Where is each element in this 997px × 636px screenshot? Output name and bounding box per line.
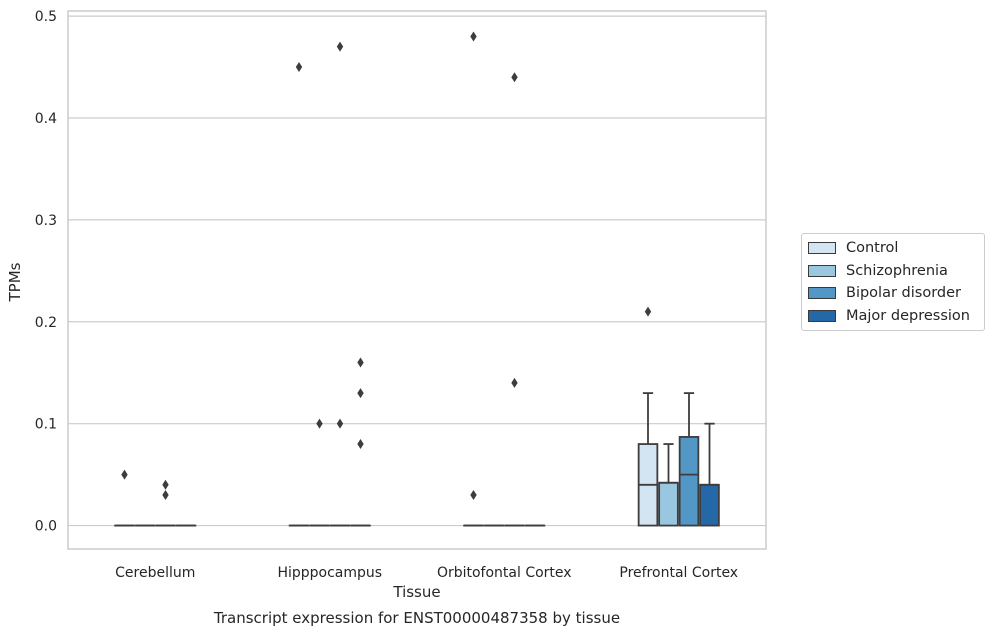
outlier-point [511,377,518,388]
x-axis-title: Tissue [392,583,440,601]
box-control [463,31,484,527]
outlier-point [162,479,169,490]
box-major-depression [699,422,720,527]
box-schizophrenia [309,418,330,527]
x-tick-label: Orbitofontal Cortex [437,565,572,581]
outlier-point [316,418,323,429]
box-plot-area [114,31,720,527]
box-control [637,306,659,527]
outlier-point [336,418,344,429]
outlier-point [121,469,128,480]
legend-label: Major depression [846,307,970,324]
box-major-depression [350,357,371,527]
y-tick-label: 0.2 [35,315,57,331]
box-bipolar-disorder [155,479,176,527]
outlier-point [357,439,364,450]
box-bipolar-disorder [329,41,351,527]
chart-title: Transcript expression for ENST0000048735… [213,609,620,627]
legend-item: Control [802,237,984,260]
legend-item: Schizophrenia [802,260,984,283]
y-tick-label: 0.3 [35,213,57,229]
box [658,481,679,527]
box-control [288,62,310,527]
outlier-point [357,357,364,368]
y-tick-label: 0.1 [35,417,57,433]
gridlines [68,15,766,527]
box [678,436,700,527]
legend-swatch [808,264,836,277]
outlier-point [162,489,169,500]
legend: Control Schizophrenia Bipolar disorder Majo… [801,233,985,331]
y-tick-label: 0.0 [35,519,57,535]
legend-swatch [808,309,836,322]
x-tick-label: Prefrontal Cortex [619,565,738,581]
x-tick-label: Cerebellum [115,565,195,581]
box-schizophrenia [658,443,679,527]
legend-item: Bipolar disorder [802,282,984,305]
y-axis-ticks: 0.0 0.1 0.2 0.3 0.4 0.5 [35,9,57,534]
outlier-point [644,306,652,317]
outlier-point [511,72,518,83]
box-bipolar-disorder [504,72,525,527]
outlier-point [357,388,364,399]
outlier-point [295,62,303,73]
box [699,483,720,527]
box-control [114,469,135,527]
legend-item: Major depression [802,305,984,328]
outlier-point [470,489,477,500]
plot-frame [67,10,767,550]
legend-swatch [808,287,836,300]
x-tick-label: Hipppocampus [277,565,382,581]
legend-label: Control [846,240,899,257]
legend-swatch [808,242,836,255]
outlier-point [470,31,477,42]
y-tick-label: 0.4 [35,111,57,127]
legend-label: Schizophrenia [846,262,948,279]
box-bipolar-disorder [678,392,700,527]
x-axis-ticks: Cerebellum Hipppocampus Orbitofontal Corte… [115,565,738,581]
y-axis-title: TPMs [6,262,24,302]
outlier-point [336,41,344,52]
legend-label: Bipolar disorder [846,285,961,302]
y-tick-label: 0.5 [35,9,57,25]
